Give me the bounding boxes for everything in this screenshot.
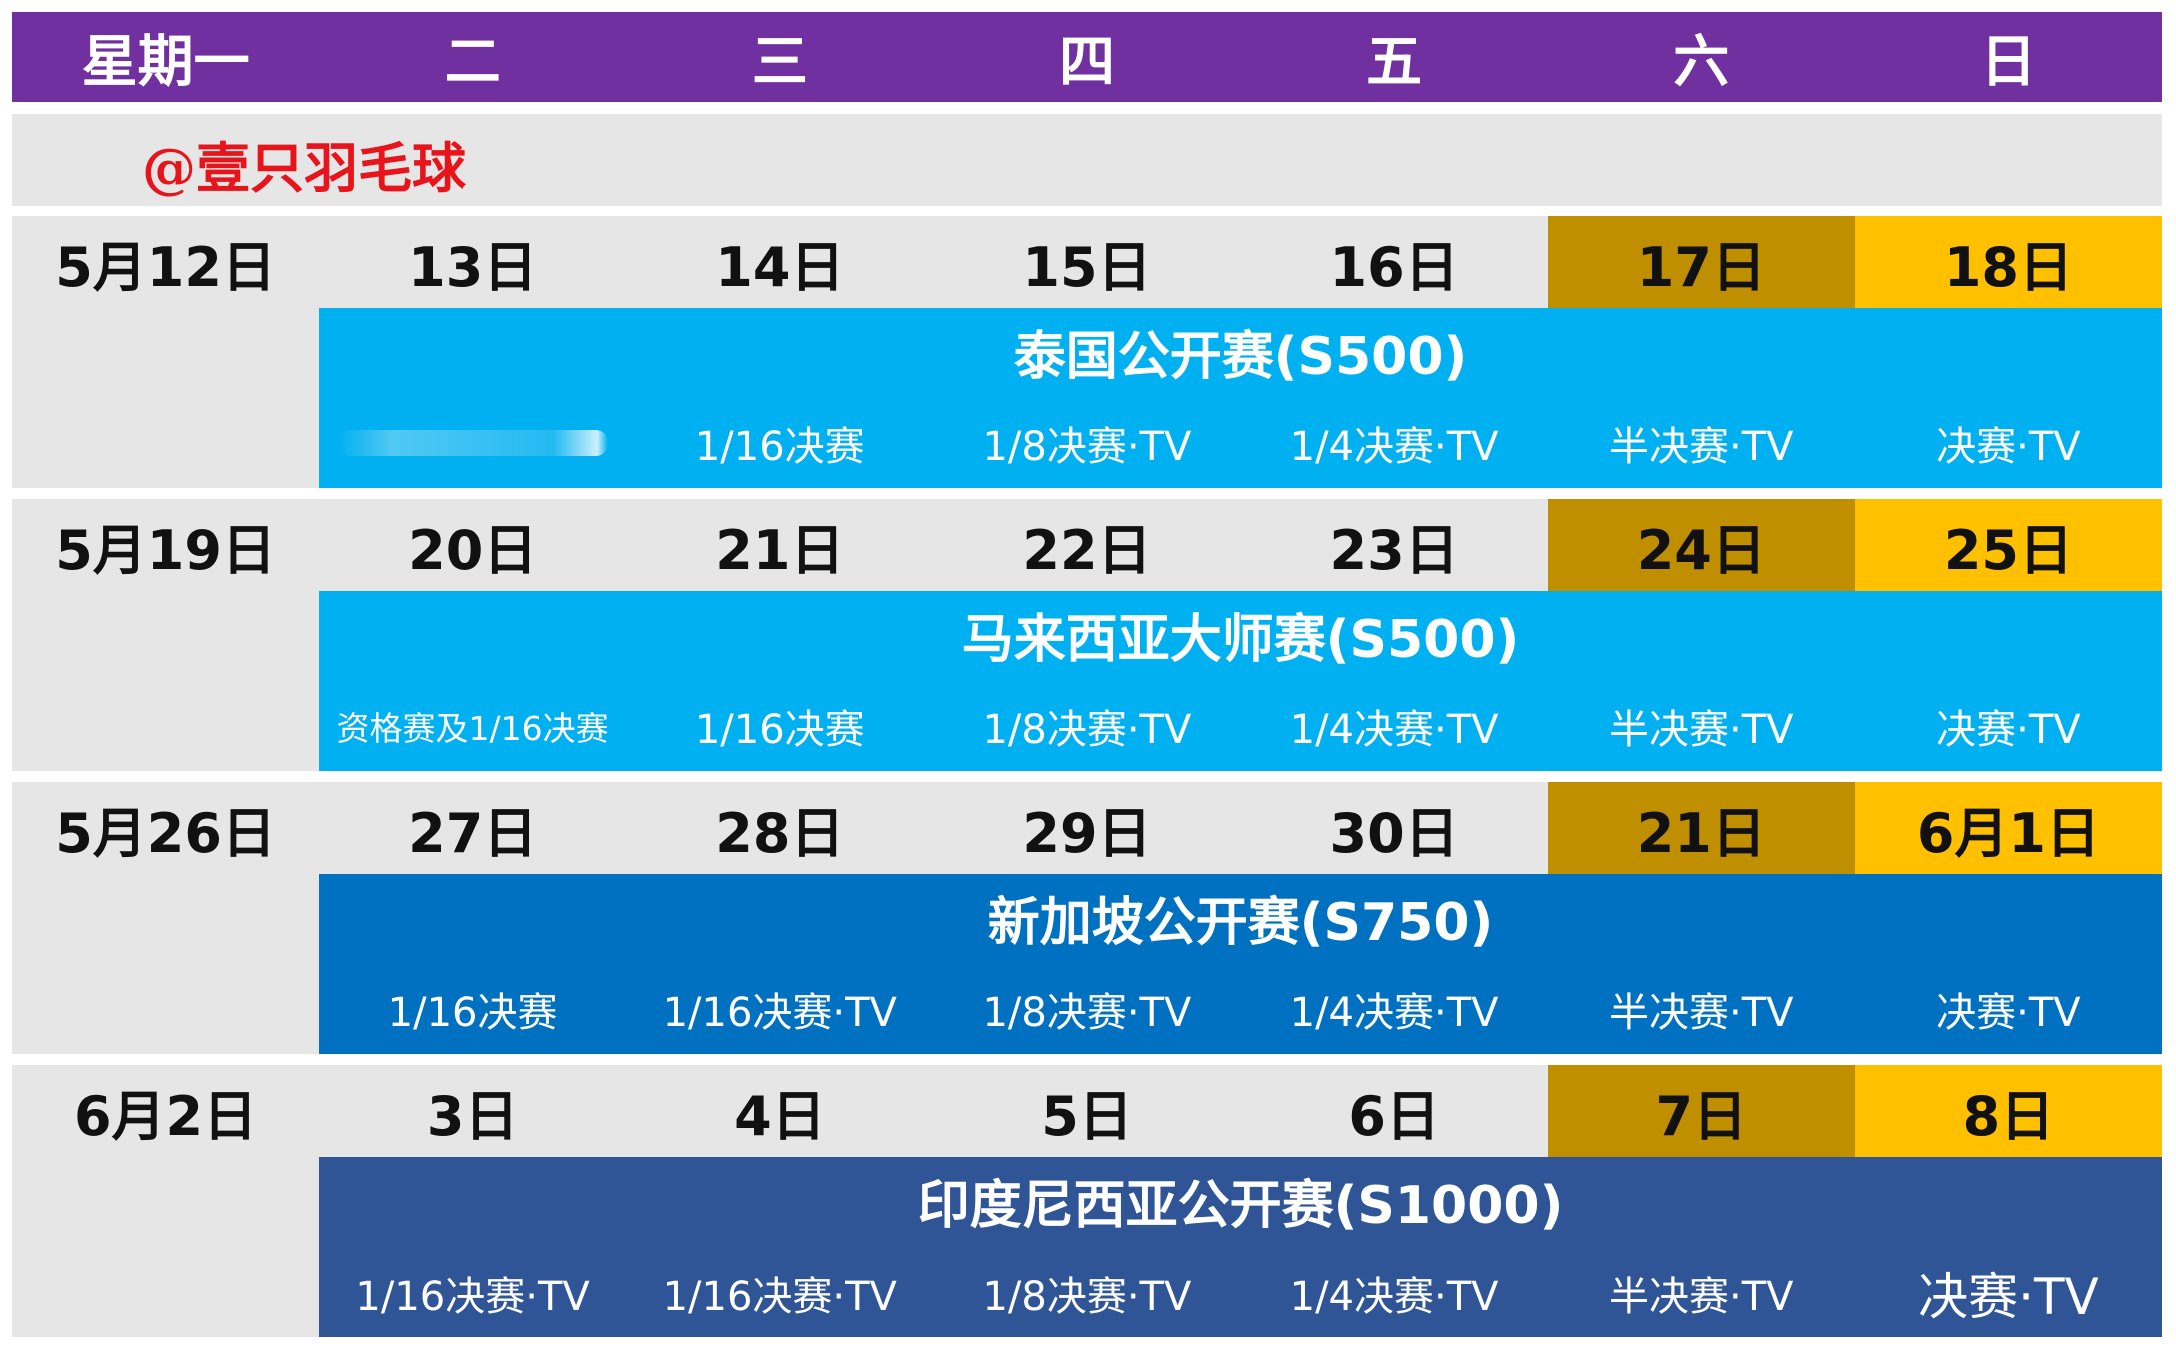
date-cell: 4日 xyxy=(734,1084,826,1148)
date-cell-saturday: 24日 xyxy=(1547,499,1855,591)
date-cell: 22日 xyxy=(1022,518,1152,582)
event-title: 泰国公开赛(S500) xyxy=(1013,327,1468,387)
date-cell-sunday: 8日 xyxy=(1854,1065,2162,1157)
event-title: 印度尼西亚公开赛(S1000) xyxy=(917,1176,1564,1236)
date-cell: 27日 xyxy=(408,801,538,865)
round-cell: 半决赛·TV xyxy=(1608,424,1794,470)
weekday-sat: 六 xyxy=(1673,29,1730,95)
round-cell: 半决赛·TV xyxy=(1608,707,1794,753)
weekday-header: 星期一 二 三 四 五 六 日 xyxy=(12,12,2162,102)
round-cell: 半决赛·TV xyxy=(1608,990,1794,1036)
round-cell: 决赛·TV xyxy=(1936,990,2081,1036)
date-cell: 14日 xyxy=(715,235,845,299)
date-cell: 29日 xyxy=(1022,801,1152,865)
round-cell: 1/16决赛·TV xyxy=(355,1274,590,1320)
date-cell-sunday: 6月1日 xyxy=(1854,782,2162,874)
date-cell: 3日 xyxy=(426,1084,519,1148)
blurred-text xyxy=(337,430,608,456)
weekday-fri: 五 xyxy=(1366,29,1423,95)
date-cell: 5月26日 xyxy=(55,801,276,865)
date-cell: 21日 xyxy=(715,518,845,582)
date-cell: 6月2日 xyxy=(73,1084,258,1148)
round-cell: 决赛·TV xyxy=(1936,707,2081,753)
date-cell: 15日 xyxy=(1022,235,1152,299)
round-cell: 1/16决赛 xyxy=(387,990,558,1036)
round-cell: 1/16决赛·TV xyxy=(662,1274,897,1320)
round-cell: 1/16决赛·TV xyxy=(662,990,897,1036)
round-cell: 1/8决赛·TV xyxy=(982,990,1192,1036)
round-cell: 1/4决赛·TV xyxy=(1289,707,1499,753)
round-cell: 1/4决赛·TV xyxy=(1289,990,1499,1036)
round-cell: 决赛·TV xyxy=(1936,424,2081,470)
date-cell: 16日 xyxy=(1329,235,1459,299)
date-row: 6月2日 3日 4日 5日 6日 7日 8日 xyxy=(12,1065,2162,1157)
date-cell: 20日 xyxy=(408,518,538,582)
watermark-row: @壹只羽毛球 xyxy=(12,114,2162,206)
date-cell-sunday: 18日 xyxy=(1854,216,2162,308)
weekday-thu: 四 xyxy=(1058,29,1115,95)
round-cell: 1/8决赛·TV xyxy=(982,707,1192,753)
weekday-wed: 三 xyxy=(751,29,808,95)
date-cell: 5日 xyxy=(1041,1084,1133,1148)
date-cell: 28日 xyxy=(715,801,845,865)
round-cell: 1/4决赛·TV xyxy=(1289,1274,1499,1320)
round-cell: 半决赛·TV xyxy=(1608,1274,1794,1320)
event-block: 马来西亚大师赛(S500) 资格赛及1/16决赛 1/16决赛 1/8决赛·TV… xyxy=(319,591,2162,771)
date-row: 5月12日 13日 14日 15日 16日 17日 18日 xyxy=(12,216,2162,308)
date-cell-sunday: 25日 xyxy=(1854,499,2162,591)
watermark: @壹只羽毛球 xyxy=(142,136,466,200)
round-row: 资格赛及1/16决赛 1/16决赛 1/8决赛·TV 1/4决赛·TV 半决赛·… xyxy=(319,691,2162,761)
date-row: 5月19日 20日 21日 22日 23日 24日 25日 xyxy=(12,499,2162,591)
date-cell-saturday: 17日 xyxy=(1547,216,1855,308)
date-cell: 5月12日 xyxy=(55,235,276,299)
weekday-tue: 二 xyxy=(444,29,501,95)
round-cell: 资格赛及1/16决赛 xyxy=(336,709,609,748)
week-row-4: 6月2日 3日 4日 5日 6日 7日 8日 印度尼西亚公开赛(S1000) 1… xyxy=(12,1065,2162,1337)
weekday-mon: 星期一 xyxy=(81,29,250,95)
round-cell: 1/8决赛·TV xyxy=(982,1274,1192,1320)
date-cell-saturday: 21日 xyxy=(1547,782,1855,874)
event-block: 新加坡公开赛(S750) 1/16决赛 1/16决赛·TV 1/8决赛·TV 1… xyxy=(319,874,2162,1054)
round-cell: 1/8决赛·TV xyxy=(982,424,1192,470)
round-cell-obscured xyxy=(319,420,626,466)
date-cell: 5月19日 xyxy=(55,518,276,582)
date-row: 5月26日 27日 28日 29日 30日 21日 6月1日 xyxy=(12,782,2162,874)
event-block: 印度尼西亚公开赛(S1000) 1/16决赛·TV 1/16决赛·TV 1/8决… xyxy=(319,1157,2162,1337)
date-cell-saturday: 7日 xyxy=(1547,1065,1855,1157)
event-block: 泰国公开赛(S500) 1/16决赛 1/8决赛·TV 1/4决赛·TV 半决赛… xyxy=(319,308,2162,488)
round-row: 1/16决赛 1/8决赛·TV 1/4决赛·TV 半决赛·TV 决赛·TV xyxy=(319,408,2162,478)
round-cell: 决赛·TV xyxy=(1918,1268,2099,1326)
date-cell: 6日 xyxy=(1348,1084,1440,1148)
round-row: 1/16决赛 1/16决赛·TV 1/8决赛·TV 1/4决赛·TV 半决赛·T… xyxy=(319,974,2162,1044)
event-title: 马来西亚大师赛(S500) xyxy=(961,610,1520,670)
round-row: 1/16决赛·TV 1/16决赛·TV 1/8决赛·TV 1/4决赛·TV 半决… xyxy=(319,1257,2162,1327)
date-cell: 23日 xyxy=(1329,518,1459,582)
round-cell: 1/16决赛 xyxy=(694,424,865,470)
weekday-sun: 日 xyxy=(1980,29,2037,95)
week-row-2: 5月19日 20日 21日 22日 23日 24日 25日 马来西亚大师赛(S5… xyxy=(12,499,2162,771)
event-title: 新加坡公开赛(S750) xyxy=(987,893,1494,953)
date-cell: 13日 xyxy=(408,235,538,299)
round-cell: 1/4决赛·TV xyxy=(1289,424,1499,470)
date-cell: 30日 xyxy=(1329,801,1459,865)
week-row-3: 5月26日 27日 28日 29日 30日 21日 6月1日 新加坡公开赛(S7… xyxy=(12,782,2162,1054)
week-row-1: 5月12日 13日 14日 15日 16日 17日 18日 泰国公开赛(S500… xyxy=(12,216,2162,488)
round-cell: 1/16决赛 xyxy=(694,707,865,753)
